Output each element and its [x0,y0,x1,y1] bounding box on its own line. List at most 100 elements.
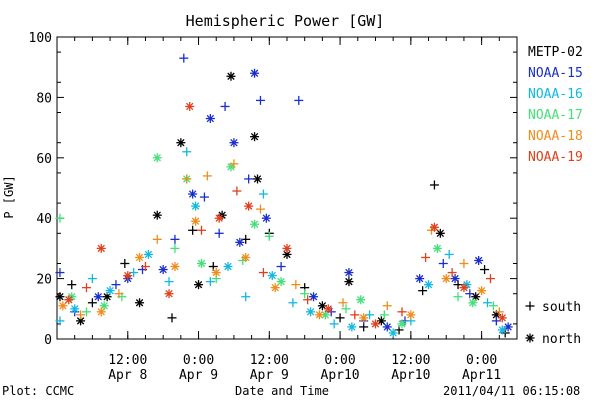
north-point [323,304,333,314]
south-point [429,180,439,190]
south-point [202,171,212,181]
south-point [220,101,230,111]
north-point [344,277,354,287]
south-point [111,280,121,290]
north-point [152,153,162,163]
north-point [370,319,380,329]
north-point [477,286,487,296]
south-point [300,289,310,299]
legend-entry-noaa-19: NOAA-19 [528,150,583,165]
south-point [255,204,265,214]
south-point [214,228,224,238]
north-point [397,319,407,329]
x-tick-date-label: Apr 9 [250,368,289,383]
north-point [170,262,180,272]
south-point [182,174,192,184]
north-point [474,255,484,265]
south-point [258,268,268,278]
north-point [164,289,174,299]
y-tick-label: 20 [36,273,52,288]
north-point [223,262,233,272]
south-point [291,280,301,290]
y-tick-label: 80 [36,91,52,106]
south-point [338,298,348,308]
north-point [415,274,425,284]
north-point [432,243,442,253]
y-axis: 0 20 40 60 80 100 [29,31,517,348]
north-point [143,249,153,259]
south-point [232,186,242,196]
south-point [120,259,130,268]
south-point [76,310,86,320]
south-point [397,307,407,317]
x-tick-date-label: Apr10 [321,368,360,383]
marker-legend-symbol [525,301,535,311]
x-tick-time-label: 0:00 [324,353,355,368]
legend-entry-noaa-16: NOAA-16 [528,87,583,102]
marker-legend-symbol [525,333,535,343]
north-point [135,252,145,262]
south-point [276,262,286,272]
south-point [255,95,265,105]
south-point [421,252,431,262]
south-point [229,159,239,169]
north-point [450,274,460,284]
x-tick-date-label: Apr10 [391,368,430,383]
marker-legend: south north [525,300,581,347]
north-point [70,304,80,314]
north-point [309,292,319,302]
y-tick-label: 0 [44,333,52,348]
south-point [114,289,124,299]
legend-entry-noaa-18: NOAA-18 [528,129,583,144]
north-point [176,138,186,148]
north-point [497,325,507,335]
south-point [140,262,150,272]
south-point [459,259,469,268]
y-axis-label: P [GW] [2,175,16,218]
south-point [438,259,448,268]
north-point [229,138,239,148]
north-point [93,292,103,302]
south-point [170,243,180,253]
north-point [356,295,366,305]
south-point [264,231,274,241]
series-noaa-17 [55,153,498,329]
series-noaa-16 [55,147,507,338]
north-point [314,310,324,320]
south-point [205,277,215,287]
north-point [226,71,236,81]
south-point [350,310,360,320]
south-point [288,298,298,308]
south-point [188,225,198,235]
north-point [196,259,206,268]
north-point [282,243,292,253]
plot-timestamp: 2011/04/11 06:15:08 [443,384,580,398]
south-point [87,274,97,284]
north-point [135,298,145,308]
south-point [483,298,493,308]
north-point [123,271,133,281]
north-point [96,307,106,317]
north-point [105,286,115,296]
north-point [55,292,65,302]
series-noaa-15 [55,53,513,332]
north-point [344,268,354,278]
north-point [253,174,263,184]
south-point [465,289,475,299]
legend-entry-metp-02: METP-02 [528,45,583,60]
south-point [294,95,304,105]
south-point [258,189,268,199]
chart-title: Hemispheric Power [GW] [186,12,385,30]
north-point [191,216,201,226]
south-point [335,313,345,323]
south-point [444,249,454,259]
x-tick-time-label: 12:00 [391,353,430,368]
south-point [485,274,495,284]
north-point [250,219,260,229]
legend-entry-noaa-17: NOAA-17 [528,108,583,123]
marker-legend-label-north: north [542,332,581,347]
y-tick-label: 40 [36,212,52,227]
plot-frame [56,36,518,340]
